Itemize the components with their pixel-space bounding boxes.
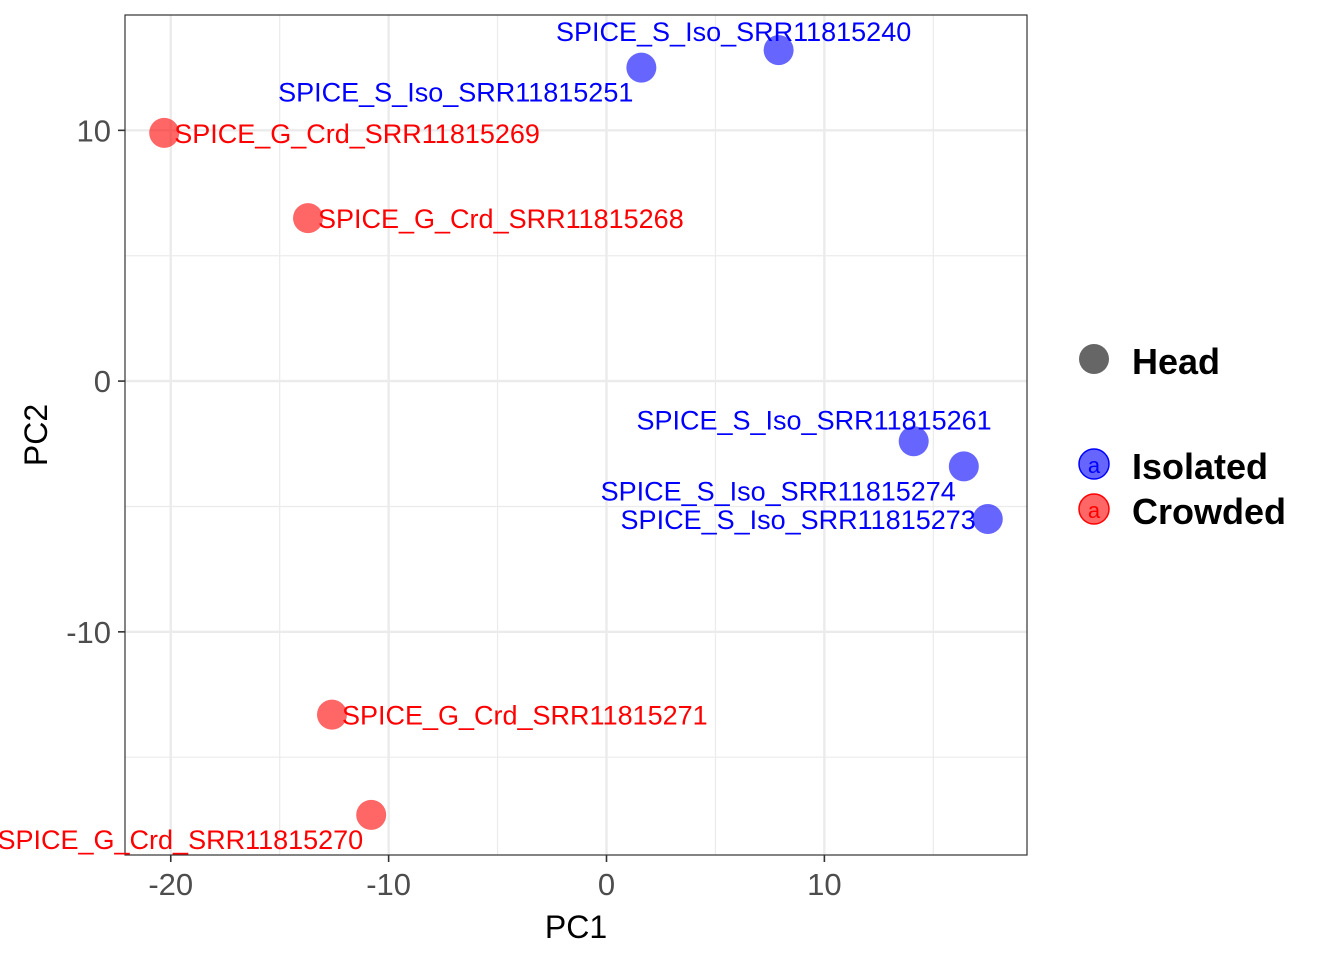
data-point-isolated [898, 426, 929, 457]
legend: Head a Isolated a Crowded [1078, 341, 1286, 532]
point-label: SPICE_S_Iso_SRR11815274 [601, 476, 956, 506]
data-point-crowded [293, 203, 324, 234]
point-label: SPICE_G_Crd_SRR11815270 [0, 825, 363, 855]
point-label: SPICE_S_Iso_SRR11815261 [636, 405, 991, 435]
x-tick-label: 0 [598, 867, 615, 902]
points-layer [149, 35, 1003, 830]
point-labels-layer: SPICE_S_Iso_SRR11815240 SPICE_S_Iso_SRR11… [0, 17, 992, 855]
data-point-crowded [316, 699, 347, 730]
axes-layer: -20 -10 0 10 -10 0 10 PC1 PC2 [18, 113, 842, 945]
legend-label-crowded: Crowded [1132, 491, 1286, 532]
data-point-crowded [149, 117, 180, 148]
y-tick-label: 0 [94, 364, 111, 399]
plot-panel-border [124, 14, 1028, 856]
x-axis-title: PC1 [545, 909, 607, 945]
data-point-isolated [948, 451, 979, 482]
data-point-isolated [763, 35, 794, 66]
point-label: SPICE_G_Crd_SRR11815269 [174, 119, 540, 149]
point-label: SPICE_S_Iso_SRR11815240 [556, 17, 911, 47]
y-tick-label: 10 [77, 113, 111, 148]
point-label: SPICE_G_Crd_SRR11815268 [318, 204, 684, 234]
data-point-isolated [972, 504, 1003, 534]
x-tick-label: 10 [807, 867, 841, 902]
y-axis-title: PC2 [18, 404, 54, 466]
legend-key-crowded [1078, 493, 1110, 525]
legend-key-glyph: a [1088, 498, 1101, 523]
legend-label-head: Head [1132, 341, 1220, 382]
legend-label-isolated: Isolated [1132, 446, 1268, 487]
point-label: SPICE_S_Iso_SRR11815273 [621, 505, 976, 535]
point-label: SPICE_G_Crd_SRR11815271 [342, 701, 708, 731]
legend-key-glyph: a [1088, 453, 1101, 478]
x-tick-label: -20 [148, 867, 193, 902]
data-point-crowded [356, 799, 387, 830]
legend-key-isolated [1078, 448, 1110, 480]
x-tick-label: -10 [366, 867, 411, 902]
data-point-isolated [626, 52, 657, 83]
legend-key-head [1079, 344, 1109, 374]
grid-layer [125, 15, 1027, 855]
y-tick-label: -10 [66, 615, 111, 650]
point-label: SPICE_S_Iso_SRR11815251 [278, 78, 633, 108]
